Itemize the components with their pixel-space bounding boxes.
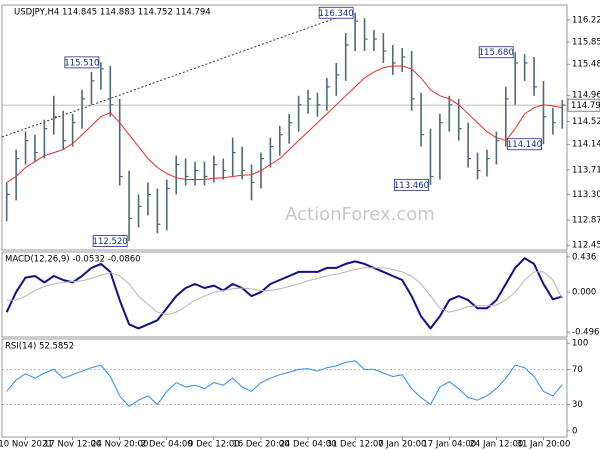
x-tick-label: 2 Dec 04:00 [141,440,193,450]
y-tick-label: 30 [572,400,583,410]
price-annotation-label: 112.520 [93,237,128,247]
x-tick-label: 24 Dec 04:00 [279,440,336,450]
y-tick-label: 112.870 [572,216,600,226]
x-tick-label: 24 Nov 20:00 [91,440,148,450]
y-tick-label: 115.480 [572,60,600,70]
price-annotation-label: 113.460 [394,181,429,191]
y-tick-label: 0 [572,426,577,436]
y-tick-label: 114.960 [572,91,600,101]
panel-frame [1,338,568,438]
y-tick-label: 100 [572,339,588,349]
x-tick-label: 31 Jan 20:00 [517,440,571,450]
price-annotation-label: 115.680 [479,48,514,58]
price-annotation-box [64,56,100,69]
y-tick-label: 0.000 [572,288,596,298]
y-tick-label: 112.450 [572,241,600,251]
y-tick-label: 113.300 [572,190,600,200]
y-tick-label: 0.436 [572,252,596,262]
y-tick-label: 114.520 [572,117,600,127]
indicator-line [6,360,563,407]
y-tick-label: -0.4965 [572,328,600,338]
panel-title: RSI(14) 52.5852 [5,342,74,352]
last-price-box [567,98,600,112]
y-tick-label: 114.140 [572,140,600,150]
watermark: ActionForex.com [285,204,435,225]
price-annotation-box [507,138,542,151]
panel-frame [1,4,568,251]
x-tick-label: 24 Jan 12:00 [469,440,523,450]
x-tick-label: 17 Nov 12:00 [44,440,101,450]
x-tick-label: 7 Jan 20:00 [378,440,426,450]
price-annotation-label: 115.510 [64,58,99,68]
moving-average [6,65,563,183]
price-annotation-box [318,6,354,19]
y-tick-label: 113.710 [572,165,600,175]
indicator-line [6,267,563,316]
x-tick-label: 9 Dec 12:00 [188,440,240,450]
panel-frame [1,251,568,338]
price-annotation-box [478,46,514,59]
y-tick-label: 115.850 [572,38,600,48]
indicator-line [5,257,563,330]
y-tick-label: 116.220 [572,15,600,25]
y-tick-label: 70 [572,365,583,375]
x-tick-label: 16 Dec 20:00 [232,440,289,450]
price-annotation-label: 116.340 [319,9,354,19]
last-price-label: 114.794 [571,101,600,111]
trend-line [1,12,351,138]
price-annotation-box [394,178,429,191]
x-tick-label: 17 Jan 04:00 [422,440,476,450]
price-annotation-box [92,235,128,247]
panel-title: USDJPY,H4 114.845 114.883 114.752 114.79… [14,8,211,18]
x-tick-label: 31 Dec 12:00 [327,440,384,450]
panel-title: MACD(12,26,9) -0.0532 -0.0860 [5,255,141,265]
x-tick-label: 10 Nov 2021 [0,440,53,450]
price-annotation-label: 114.140 [507,140,542,150]
